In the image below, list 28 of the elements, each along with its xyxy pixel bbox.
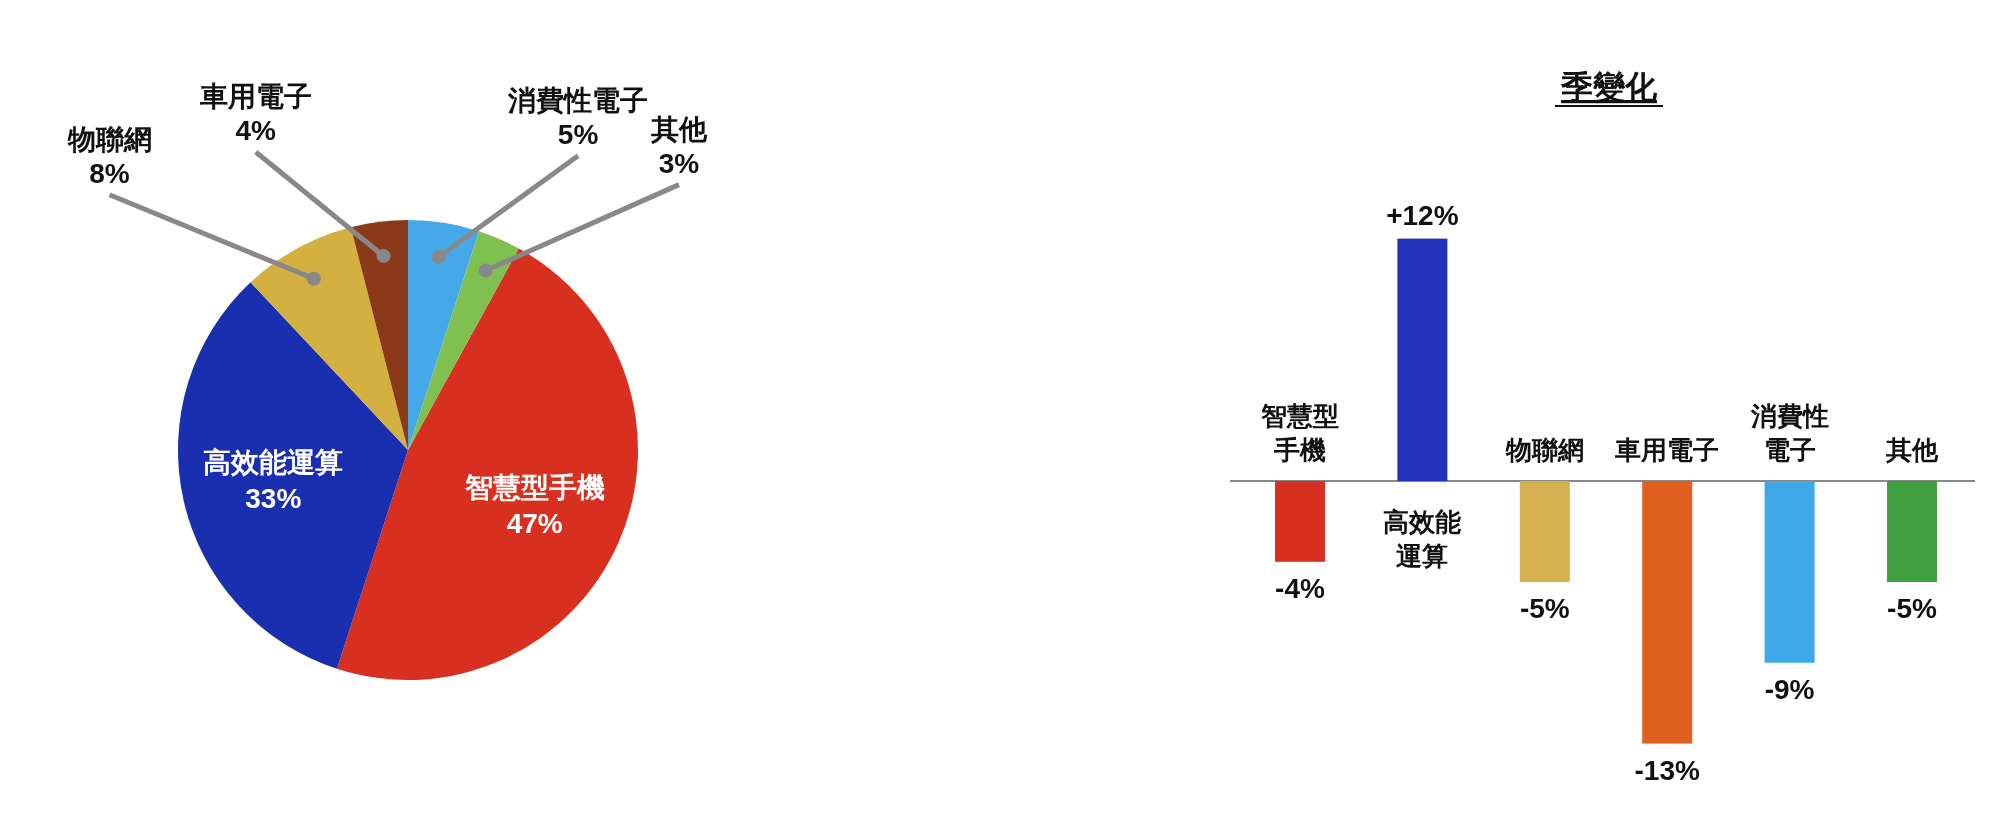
data-label: 33%: [245, 483, 302, 515]
data-label: -9%: [1764, 673, 1815, 705]
data-label: -4%: [1275, 572, 1325, 604]
slice-label: 車用電子: [198, 81, 312, 113]
chart-title: 季變化: [1560, 69, 1658, 105]
data-label: -5%: [1887, 593, 1937, 624]
x-tick-label: 車用電子: [1614, 435, 1720, 465]
x-tick-label: 物聯網: [1504, 435, 1584, 465]
data-label: 4%: [235, 115, 277, 147]
x-tick-label: 其他: [1885, 435, 1939, 465]
pie-slice: [408, 231, 519, 450]
data-label: 47%: [506, 507, 563, 539]
slice-label: 智慧型手機: [463, 471, 605, 503]
data-label: -13%: [1634, 754, 1700, 786]
slice-label: 物聯網: [66, 123, 152, 155]
pie-slice: [178, 282, 408, 669]
data-label: 3%: [658, 147, 700, 179]
pie-slice: [408, 220, 480, 450]
x-tick-label: 智慧型手機: [1260, 401, 1339, 465]
data-label: 8%: [89, 157, 130, 189]
data-label: 5%: [557, 118, 599, 150]
slice-label: 其他: [649, 113, 708, 145]
pie-slice: [350, 220, 408, 450]
x-tick-label: 消費性電子: [1749, 401, 1829, 465]
pie-slice: [250, 227, 408, 450]
slice-label: 消費性電子: [507, 84, 649, 116]
data-label: +12%: [1386, 199, 1459, 231]
data-label: -5%: [1519, 593, 1570, 624]
